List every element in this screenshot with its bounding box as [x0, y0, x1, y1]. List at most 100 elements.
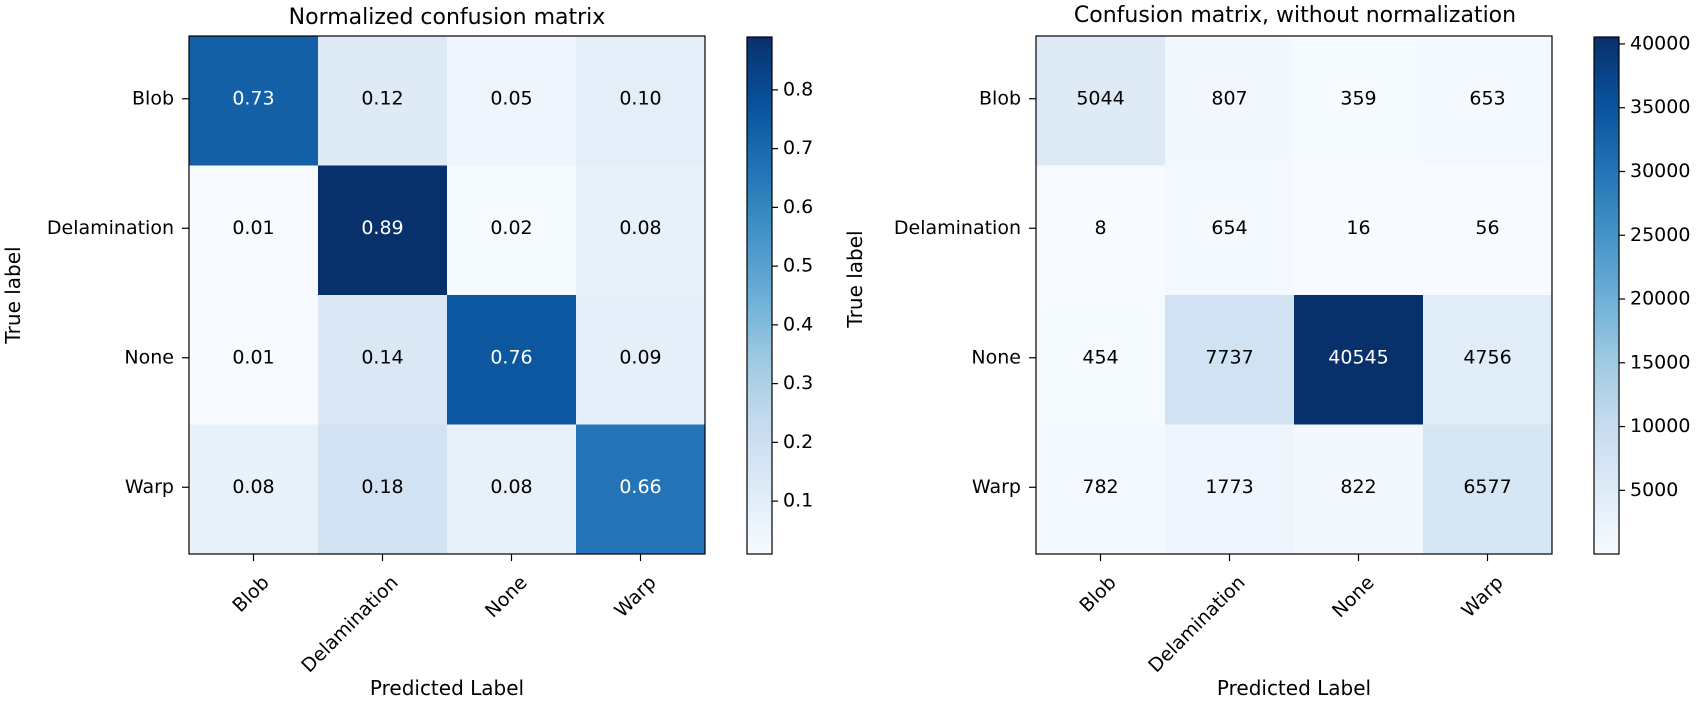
heatmap-cell [318, 424, 448, 555]
heatmap-cell [1294, 424, 1424, 555]
cell-value-label: 0.89 [361, 217, 403, 239]
chart-title: Normalized confusion matrix [289, 5, 606, 30]
cell-value-label: 654 [1211, 217, 1247, 239]
cell-value-label: 782 [1082, 476, 1118, 498]
cell-value-label: 1773 [1205, 476, 1253, 498]
colorbar-tick-label: 0.6 [783, 196, 813, 218]
cell-value-label: 653 [1469, 87, 1505, 109]
cell-value-label: 0.76 [490, 346, 532, 368]
heatmap-cell [1036, 424, 1166, 555]
x-tick-label: Blob [228, 572, 273, 617]
cell-value-label: 56 [1475, 217, 1499, 239]
colorbar-tick-label: 0.1 [783, 490, 813, 512]
cell-value-label: 5044 [1076, 87, 1124, 109]
plot-frame [188, 35, 706, 555]
plot-frame [1035, 35, 1553, 555]
cell-value-label: 454 [1082, 346, 1118, 368]
colorbar-gradient [746, 36, 773, 555]
x-tick-label: Warp [1457, 572, 1507, 622]
cell-value-label: 0.18 [361, 476, 403, 498]
heatmap-cell [447, 295, 577, 425]
heatmap-cell [1423, 295, 1553, 425]
heatmap-cell [1036, 165, 1166, 296]
heatmap-cell [576, 36, 706, 166]
x-tick-label: Delamination [1144, 572, 1249, 677]
heatmap-cell [1036, 295, 1166, 425]
colorbar-tick-label: 0.2 [783, 431, 813, 453]
chart-title: Confusion matrix, without normalization [1074, 3, 1516, 28]
colorbar-tick-label: 40000 [1630, 32, 1690, 54]
colorbar-tick-label: 10000 [1630, 415, 1690, 437]
cell-value-label: 4756 [1463, 346, 1511, 368]
cell-value-label: 0.14 [361, 346, 403, 368]
heatmap-cell [1423, 165, 1553, 296]
heatmap-cell [447, 165, 577, 296]
colorbar-tick-label: 35000 [1630, 96, 1690, 118]
cell-value-label: 0.02 [490, 217, 532, 239]
colorbar: 0.1 0.2 0.3 0.4 0.5 0.6 0.7 0.8 [746, 36, 813, 555]
heatmap-cell [189, 295, 319, 425]
heatmap-cell [1165, 165, 1295, 296]
cell-value-label: 8 [1094, 217, 1106, 239]
x-tick-label: None [481, 572, 532, 623]
cell-value-label: 0.01 [232, 346, 274, 368]
heatmap-cell [447, 424, 577, 555]
heatmap-cell [1165, 424, 1295, 555]
heatmap-cells: 0.73 0.12 0.05 0.10 0.01 0.89 0.02 0.08 0.01 0.14… [189, 36, 706, 555]
heatmap-cell [576, 165, 706, 296]
heatmap-cell [189, 36, 319, 166]
cell-value-label: 0.09 [619, 346, 661, 368]
cell-value-label: 0.66 [619, 476, 661, 498]
x-tick-label: Delamination [297, 572, 402, 677]
colorbar-tick-label: 0.5 [783, 255, 813, 277]
cell-value-label: 6577 [1463, 476, 1511, 498]
cell-value-label: 0.12 [361, 87, 403, 109]
y-tick-label: None [971, 346, 1021, 368]
cell-value-label: 359 [1340, 87, 1376, 109]
cell-value-label: 807 [1211, 87, 1247, 109]
heatmap-cell [576, 424, 706, 555]
colorbar-gradient [1593, 36, 1620, 555]
heatmap-cell [1294, 295, 1424, 425]
heatmap-cell [1165, 295, 1295, 425]
cell-value-label: 0.08 [490, 476, 532, 498]
x-tick-label: Warp [610, 572, 660, 622]
colorbar: 5000 10000 15000 20000 25000 30000 35000 40000 [1593, 32, 1690, 555]
raw-confusion-matrix-panel: Confusion matrix, without normalization … [843, 3, 1690, 700]
cell-value-label: 7737 [1205, 346, 1253, 368]
heatmap-cell [318, 295, 448, 425]
heatmap-cell [1165, 36, 1295, 166]
colorbar-tick-label: 25000 [1630, 224, 1690, 246]
colorbar-tick-label: 0.4 [783, 313, 813, 335]
cell-value-label: 0.05 [490, 87, 532, 109]
colorbar-tick-label: 5000 [1630, 479, 1678, 501]
y-tick-label: Delamination [894, 217, 1021, 239]
heatmap-cell [189, 165, 319, 296]
y-axis-label: True label [843, 230, 867, 328]
cell-value-label: 40545 [1328, 346, 1388, 368]
y-tick-label: Warp [972, 476, 1021, 498]
cell-value-label: 822 [1340, 476, 1376, 498]
heatmap-cell [318, 165, 448, 296]
heatmap-cell [1423, 424, 1553, 555]
normalized-confusion-matrix-panel: Normalized confusion matrix 0.73 0.12 0.05… [1, 5, 813, 700]
y-axis-label: True label [1, 246, 25, 344]
heatmap-cell [318, 36, 448, 166]
x-axis-label: Predicted Label [370, 676, 524, 700]
colorbar-tick-label: 0.7 [783, 137, 813, 159]
y-tick-label: Warp [125, 476, 174, 498]
cell-value-label: 0.73 [232, 87, 274, 109]
heatmap-cell [576, 295, 706, 425]
colorbar-tick-label: 20000 [1630, 288, 1690, 310]
cell-value-label: 0.08 [232, 476, 274, 498]
x-tick-label: None [1328, 572, 1379, 623]
x-tick-label: Blob [1075, 572, 1120, 617]
y-tick-label: Delamination [47, 217, 174, 239]
heatmap-cell [1423, 36, 1553, 166]
colorbar-tick-label: 0.3 [783, 372, 813, 394]
cell-value-label: 0.10 [619, 87, 661, 109]
heatmap-cell [1036, 36, 1166, 166]
y-tick-label: None [124, 346, 174, 368]
cell-value-label: 0.01 [232, 217, 274, 239]
